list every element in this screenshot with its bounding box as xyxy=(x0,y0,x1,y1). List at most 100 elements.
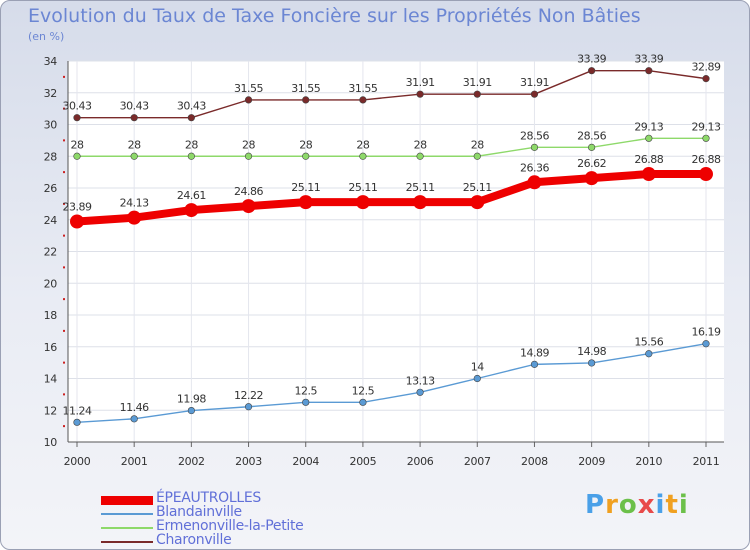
x-tick-label: 2001 xyxy=(121,455,148,468)
legend-label-epeautrolles: ÉPEAUTROLLES xyxy=(156,490,261,506)
data-point xyxy=(530,90,539,98)
legend-swatch-ermenonville xyxy=(101,527,153,529)
data-label: 31.55 xyxy=(234,82,263,95)
data-label: 26.88 xyxy=(634,153,663,166)
legend-label-ermenonville: Ermenonville-la-Petite xyxy=(156,518,304,534)
data-point xyxy=(702,340,710,348)
data-point xyxy=(584,171,599,186)
series-line xyxy=(76,137,707,157)
data-label: 31.91 xyxy=(520,76,549,89)
y-minor-tick xyxy=(63,298,65,301)
data-label: 31.55 xyxy=(291,82,320,95)
x-tick-label: 2011 xyxy=(693,455,720,468)
data-label: 23.89 xyxy=(63,200,92,213)
x-tick-label: 2008 xyxy=(521,455,548,468)
data-point xyxy=(73,418,81,426)
y-tick-label: 20 xyxy=(44,277,58,290)
y-tick-label: 24 xyxy=(44,214,58,227)
data-label: 28 xyxy=(414,138,427,151)
data-label: 26.36 xyxy=(520,161,549,174)
data-point xyxy=(244,403,253,411)
data-label: 28 xyxy=(356,138,369,151)
data-label: 14.89 xyxy=(520,346,549,359)
y-tick-label: 32 xyxy=(44,87,57,100)
data-label: 25.11 xyxy=(348,181,377,194)
data-label: 30.43 xyxy=(63,100,92,113)
y-minor-tick xyxy=(63,393,65,396)
data-label: 32.89 xyxy=(692,61,721,74)
data-label: 28 xyxy=(471,138,484,151)
data-label: 26.62 xyxy=(577,157,606,170)
data-point xyxy=(187,152,195,160)
data-label: 12.5 xyxy=(352,384,375,397)
x-tick-label: 2010 xyxy=(635,455,662,468)
legend-item-ermenonville: Ermenonville-la-Petite xyxy=(1,518,321,536)
logo-letter: x xyxy=(637,490,656,520)
legend-swatch-epeautrolles xyxy=(101,496,153,505)
data-point xyxy=(302,398,310,406)
y-tick-label: 18 xyxy=(44,309,58,322)
data-label: 25.11 xyxy=(463,181,492,194)
x-tick-label: 2006 xyxy=(407,455,434,468)
data-point xyxy=(302,152,310,160)
logo-letter: i xyxy=(655,490,666,520)
data-point xyxy=(702,134,710,142)
data-point xyxy=(527,175,542,190)
data-point xyxy=(244,152,253,160)
legend-item-blandainville: Blandainville xyxy=(1,504,321,522)
data-label: 15.56 xyxy=(634,336,663,349)
logo-letter: o xyxy=(618,490,638,520)
data-label: 28 xyxy=(299,138,312,151)
data-point xyxy=(530,143,539,151)
data-label: 12.22 xyxy=(234,389,263,402)
y-minor-tick xyxy=(63,171,65,174)
data-label: 33.39 xyxy=(634,53,663,66)
data-point xyxy=(416,388,424,396)
data-point xyxy=(130,114,138,122)
data-label: 28 xyxy=(185,138,198,151)
data-label: 13.13 xyxy=(406,374,435,387)
chart-title: Evolution du Taux de Taxe Foncière sur l… xyxy=(28,5,641,27)
y-minor-tick xyxy=(63,75,65,78)
logo-letter: P xyxy=(585,490,606,520)
data-label: 16.19 xyxy=(692,326,721,339)
data-point xyxy=(241,199,256,214)
data-point xyxy=(73,152,81,160)
data-label: 28.56 xyxy=(577,129,606,142)
data-label: 28 xyxy=(71,138,84,151)
data-label: 24.13 xyxy=(120,197,149,210)
data-point xyxy=(298,195,313,210)
x-tick-label: 2003 xyxy=(235,455,262,468)
data-point xyxy=(359,96,367,104)
legend-swatch-blandainville xyxy=(101,513,153,515)
data-point xyxy=(130,152,138,160)
data-point xyxy=(473,374,481,383)
data-label: 29.13 xyxy=(634,120,663,133)
legend-label-blandainville: Blandainville xyxy=(156,504,242,520)
y-tick-label: 22 xyxy=(44,246,57,259)
data-point xyxy=(359,398,367,406)
data-label: 11.46 xyxy=(120,401,149,414)
data-point xyxy=(702,75,710,83)
data-label: 24.86 xyxy=(234,185,263,198)
data-label: 25.11 xyxy=(406,181,435,194)
data-point xyxy=(302,96,310,104)
x-tick-label: 2004 xyxy=(292,455,319,468)
x-tick-label: 2000 xyxy=(64,455,91,468)
y-tick-label: 10 xyxy=(44,436,58,449)
series-line xyxy=(76,343,707,424)
y-tick-label: 16 xyxy=(44,341,58,354)
data-label: 14 xyxy=(471,361,484,374)
proxiti-logo: Proxiti xyxy=(585,490,689,520)
data-label: 24.61 xyxy=(177,189,206,202)
data-label: 28 xyxy=(128,138,141,151)
x-tick-label: 2009 xyxy=(578,455,605,468)
data-point xyxy=(359,152,367,160)
legend-item-charonville: Charonville xyxy=(1,532,321,549)
x-tick-label: 2005 xyxy=(350,455,377,468)
data-label: 30.43 xyxy=(120,100,149,113)
data-point xyxy=(473,152,481,160)
legend-swatch-charonville xyxy=(101,541,153,543)
data-label: 28.56 xyxy=(520,129,549,142)
